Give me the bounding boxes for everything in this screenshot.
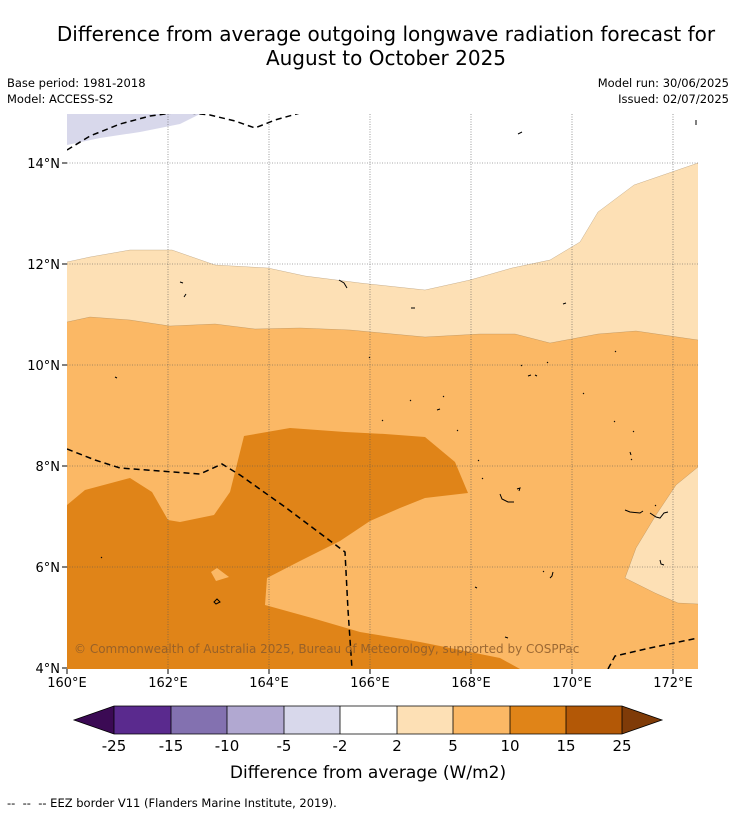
colorbar-tick: 5 [448,737,458,755]
colorbar-tick: -10 [215,737,240,755]
lon-label-170e: 170°E [552,676,592,691]
colorbar-ticks: -25 -15 -10 -5 -2 2 5 10 15 25 [102,737,632,755]
copyright-watermark: © Commonwealth of Australia 2025, Bureau… [74,642,579,656]
lat-label-12n: 12°N [27,258,60,273]
colorbar-tick: -5 [277,737,292,755]
anomaly-fill-small-island [211,568,229,581]
colorbar: -25 -15 -10 -5 -2 2 5 10 15 25 Differenc… [72,705,664,783]
lat-label-8n: 8°N [36,460,61,475]
colorbar-segment-10-15 [510,706,566,734]
colorbar-tick: 2 [392,737,402,755]
colorbar-tick: 15 [556,737,575,755]
lon-labels: 160°E 162°E 164°E 166°E 168°E 170°E 172°… [47,676,693,691]
colorbar-segment-neg10-neg5 [227,706,284,734]
model-name: Model: ACCESS-S2 [7,92,114,106]
colorbar-segment-15-25 [566,706,622,734]
colorbar-tick: -2 [333,737,348,755]
base-period: Base period: 1981-2018 [7,76,146,90]
lon-label-172e: 172°E [653,676,693,691]
lon-ticks [66,669,674,674]
lat-ticks [62,162,67,669]
islands [100,120,697,639]
right-meta: Model run: 30/06/2025 Issued: 02/07/2025 [598,75,729,107]
map-title: Difference from average outgoing longwav… [20,22,736,70]
colorbar-segment-neg25-neg15 [114,706,171,734]
map-area: © Commonwealth of Australia 2025, Bureau… [67,114,698,669]
title-line-1: Difference from average outgoing longwav… [56,22,716,46]
lat-labels: 14°N 12°N 10°N 8°N 6°N 4°N [27,157,60,677]
colorbar-under-arrow [74,706,114,734]
colorbar-segment-neg2-2 [340,706,397,734]
eez-borders [67,114,698,669]
lon-label-160e: 160°E [47,676,87,691]
colorbar-label: Difference from average (W/m2) [230,763,506,783]
colorbar-tick: -25 [102,737,127,755]
colorbar-over-arrow [622,706,662,734]
colorbar-tick: 25 [612,737,631,755]
colorbar-segment-neg5-neg2 [284,706,340,734]
eez-footnote: -- -- -- EEZ border V11 (Flanders Marine… [7,796,337,810]
graticule [67,114,698,669]
anomaly-fill-neutral [67,114,698,290]
lon-label-166e: 166°E [350,676,390,691]
colorbar-tick: 10 [500,737,519,755]
lon-label-162e: 162°E [148,676,188,691]
colorbar-segment-neg15-neg10 [171,706,227,734]
title-line-2: August to October 2025 [265,46,507,70]
colorbar-segment-5-10 [453,706,510,734]
anomaly-fill-neg-2-5 [67,114,200,145]
lon-label-164e: 164°E [249,676,289,691]
anomaly-fill-10-15 [67,428,520,669]
colorbar-segment-2-5 [397,706,453,734]
left-meta: Base period: 1981-2018 Model: ACCESS-S2 [7,75,146,107]
lon-label-168e: 168°E [451,676,491,691]
colorbar-tick: -15 [159,737,184,755]
lat-label-6n: 6°N [36,561,61,576]
lat-label-10n: 10°N [27,359,60,374]
model-run: Model run: 30/06/2025 [597,76,729,90]
lat-label-14n: 14°N [27,157,60,172]
lat-label-4n: 4°N [36,662,61,677]
issued-date: Issued: 02/07/2025 [618,92,729,106]
